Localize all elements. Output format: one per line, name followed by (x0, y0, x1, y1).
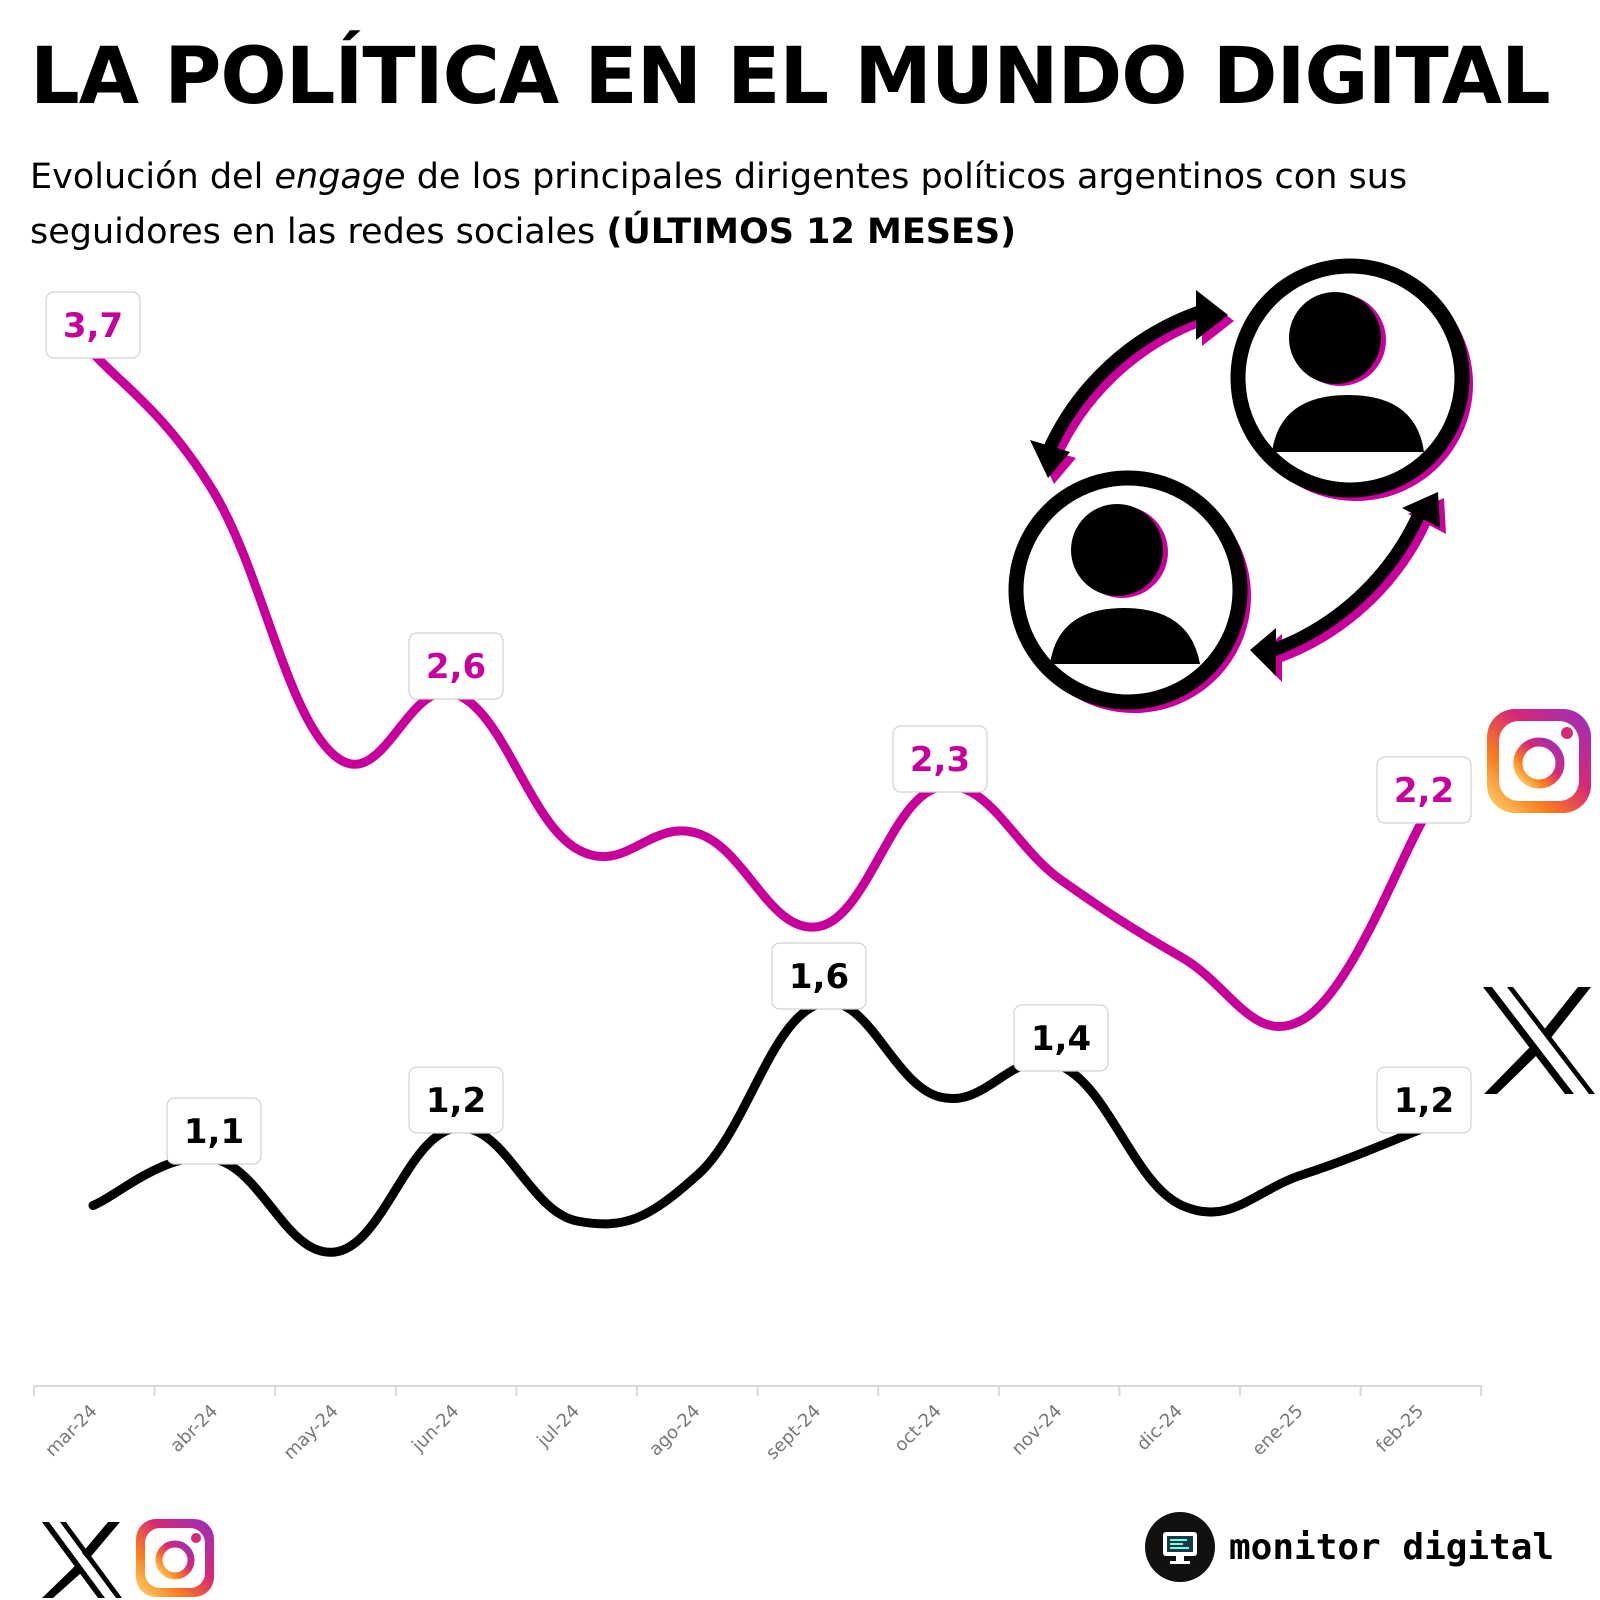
data-label: 2,3 (892, 725, 988, 793)
brand-logo: monitor digital (1145, 1512, 1554, 1582)
x-icon (1483, 987, 1595, 1094)
subtitle-emphasis: engage (274, 157, 406, 197)
x-series-line (88, 997, 1429, 1257)
data-label: 1,2 (1376, 1066, 1472, 1134)
monitor-icon (1145, 1512, 1215, 1582)
x-tick-label: oct-24 (890, 1401, 945, 1456)
data-label-text: 1,1 (184, 1112, 244, 1152)
data-label: 2,2 (1376, 756, 1472, 824)
x-axis-ticks: mar-24 abr-24 may-24 jun-24 jul-24 ago-24 sept… (33, 1386, 1483, 1464)
data-label-box (408, 632, 504, 700)
instagram-icon (136, 1519, 214, 1597)
subtitle-period: (ÚLTIMOS 12 MESES) (606, 212, 1017, 252)
x-tick-label: sept-24 (762, 1401, 825, 1464)
data-label-text: 1,2 (1394, 1081, 1454, 1121)
instagram-series-line (88, 348, 1429, 1031)
data-labels: 3,7 2,6 2,3 2,2 1,1 1,2 1,6 1,4 1,2 (45, 291, 1472, 1165)
x-tick-label: jul-24 (532, 1401, 583, 1452)
data-label-box (166, 1097, 262, 1165)
x-tick-label: jun-24 (407, 1401, 463, 1457)
x-tick-label: dic-24 (1133, 1401, 1187, 1455)
data-label-text: 1,6 (789, 957, 849, 997)
brand-name: monitor digital (1229, 1526, 1555, 1568)
subtitle-text: Evolución del (30, 157, 275, 197)
data-label: 1,1 (166, 1097, 262, 1165)
page-title: LA POLÍTICA EN EL MUNDO DIGITAL (30, 32, 1551, 122)
x-tick-label: abr-24 (166, 1401, 222, 1457)
x-tick-label: ene-25 (1248, 1401, 1307, 1460)
x-tick-label: feb-25 (1372, 1401, 1428, 1457)
data-label: 1,4 (1013, 1004, 1109, 1072)
data-label-box (1013, 1004, 1109, 1072)
data-label-box (408, 1066, 504, 1134)
subtitle-text-cont: de los principales dirigentes políticos … (30, 157, 1408, 252)
x-tick-label: ago-24 (645, 1401, 705, 1461)
data-label-text: 1,4 (1031, 1019, 1091, 1059)
data-label-text: 2,6 (426, 647, 486, 687)
data-label: 1,6 (771, 942, 867, 1010)
data-label-box (45, 291, 141, 359)
data-label: 1,2 (408, 1066, 504, 1134)
data-label-box (892, 725, 988, 793)
data-label: 3,7 (45, 291, 141, 359)
x-tick-label: mar-24 (41, 1401, 101, 1461)
data-label-text: 2,2 (1394, 771, 1454, 811)
data-label: 2,6 (408, 632, 504, 700)
data-label-text: 1,2 (426, 1081, 486, 1121)
data-label-box (1376, 1066, 1472, 1134)
instagram-icon (1487, 709, 1591, 813)
data-label-box (771, 942, 867, 1010)
data-label-box (1376, 756, 1472, 824)
people-exchange-icon (1008, 258, 1473, 713)
x-tick-label: may-24 (280, 1401, 343, 1464)
x-tick-label: nov-24 (1008, 1401, 1067, 1460)
x-icon (42, 1522, 122, 1598)
data-label-text: 2,3 (910, 740, 970, 780)
data-label-text: 3,7 (63, 306, 123, 346)
page-subtitle: Evolución del engage de los principales … (30, 150, 1530, 260)
